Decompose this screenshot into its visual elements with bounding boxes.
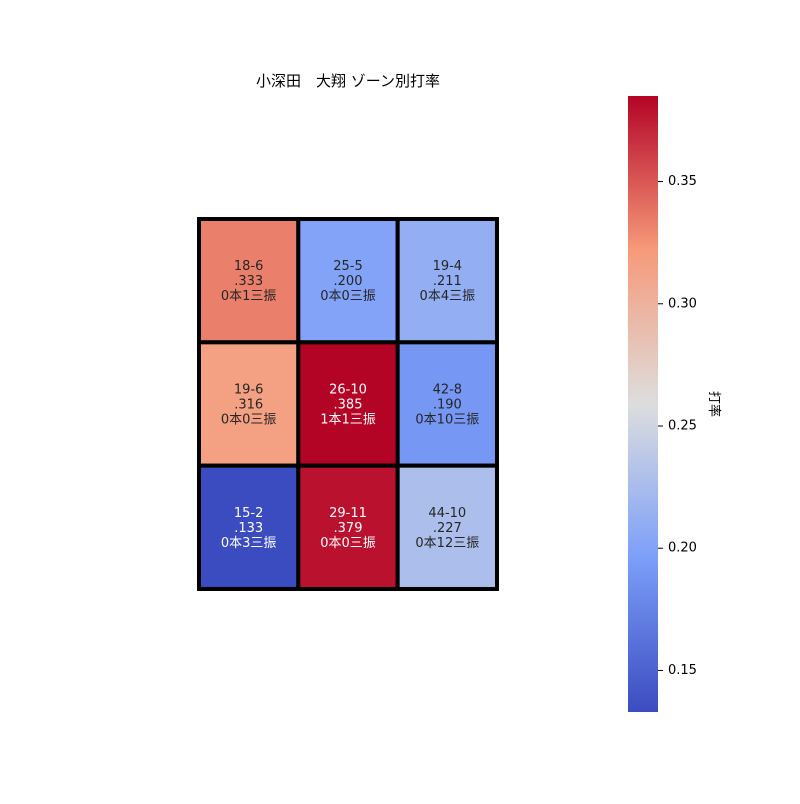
- cell-label-record-r1-c0: 19-6: [234, 382, 264, 397]
- cell-label-avg-r2-c1: .379: [334, 521, 363, 536]
- cell-label-record-r0-c1: 25-5: [333, 259, 363, 274]
- cell-label-record-r1-c1: 26-10: [329, 382, 367, 397]
- heatmap-cell-r2-c1: [296, 463, 400, 591]
- colorbar-tick-label-2: 0.25: [668, 419, 697, 434]
- chart-title: 小深田 大翔 ゾーン別打率: [256, 72, 440, 90]
- cell-label-avg-r0-c2: .211: [433, 274, 462, 289]
- cell-label-avg-r0-c0: .333: [234, 274, 263, 289]
- cell-label-record-r0-c0: 18-6: [234, 259, 264, 274]
- cell-label-detail-r0-c2: 0本4三振: [420, 289, 476, 304]
- colorbar: 0.15 0.20 0.25 0.30 0.35 打率: [628, 96, 722, 712]
- cell-label-avg-r2-c0: .133: [234, 521, 263, 536]
- colorbar-tick-label-4: 0.35: [668, 174, 697, 189]
- cell-label-record-r0-c2: 19-4: [433, 259, 463, 274]
- cell-label-detail-r0-c0: 0本1三振: [221, 289, 277, 304]
- heatmap-grid: 18-6.3330本1三振25-5.2000本0三振19-4.2110本4三振1…: [197, 217, 499, 591]
- cell-label-record-r2-c2: 44-10: [428, 506, 466, 521]
- colorbar-label: 打率: [706, 391, 722, 417]
- cell-label-avg-r0-c1: .200: [334, 274, 363, 289]
- colorbar-tick-label-1: 0.20: [668, 541, 697, 556]
- cell-label-avg-r1-c0: .316: [234, 397, 263, 412]
- colorbar-tick-label-0: 0.15: [668, 663, 697, 678]
- cell-label-detail-r2-c1: 0本0三振: [320, 536, 376, 551]
- cell-label-detail-r1-c1: 1本1三振: [320, 412, 376, 427]
- cell-label-avg-r2-c2: .227: [433, 521, 462, 536]
- heatmap-cell-r1-c2: [395, 340, 499, 468]
- cell-label-avg-r1-c1: .385: [334, 397, 363, 412]
- cell-label-detail-r1-c2: 0本10三振: [415, 412, 479, 427]
- cell-label-record-r1-c2: 42-8: [433, 382, 463, 397]
- cell-label-record-r2-c0: 15-2: [234, 506, 264, 521]
- colorbar-tick-label-3: 0.30: [668, 296, 697, 311]
- cell-label-detail-r2-c0: 0本3三振: [221, 536, 277, 551]
- cell-label-record-r2-c1: 29-11: [329, 506, 367, 521]
- colorbar-bar: [628, 96, 658, 712]
- cell-label-avg-r1-c2: .190: [433, 397, 462, 412]
- cell-label-detail-r0-c1: 0本0三振: [320, 289, 376, 304]
- cell-label-detail-r2-c2: 0本12三振: [415, 536, 479, 551]
- cell-label-detail-r1-c0: 0本0三振: [221, 412, 277, 427]
- heatmap-outer-border: [197, 217, 499, 591]
